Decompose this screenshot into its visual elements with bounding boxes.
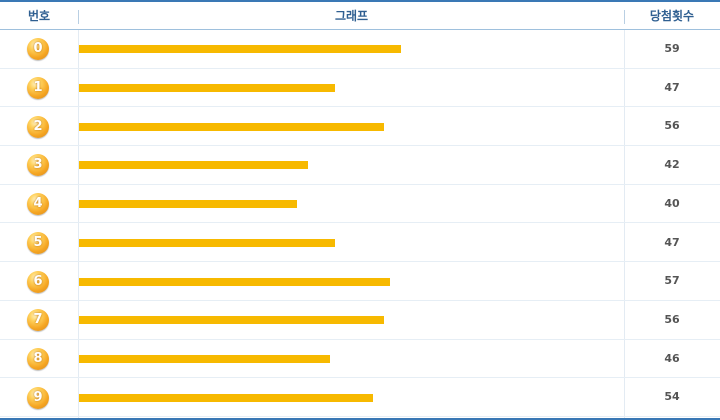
count-label: 56	[664, 119, 680, 133]
frequency-bar	[79, 354, 330, 363]
number-ball-icon: 6	[27, 270, 49, 293]
frequency-bar	[79, 122, 385, 131]
table-row: 9 54	[0, 378, 720, 417]
header-count: 당첨횟수	[649, 9, 695, 23]
header-number: 번호	[27, 9, 51, 23]
number-ball-icon: 1	[27, 77, 49, 100]
count-label: 46	[664, 351, 680, 365]
column-divider	[624, 30, 625, 420]
frequency-bar	[79, 238, 336, 247]
header-separator	[78, 10, 79, 24]
table-row: 4 40	[0, 185, 720, 224]
frequency-bar	[79, 393, 374, 402]
count-label: 42	[664, 158, 680, 172]
count-label: 47	[664, 80, 680, 94]
frequency-bar	[79, 200, 297, 209]
table-row: 0 59	[0, 30, 720, 69]
table-row: 3 42	[0, 146, 720, 185]
number-ball-icon: 4	[27, 193, 49, 216]
frequency-bar	[79, 45, 401, 54]
frequency-bar	[79, 84, 336, 93]
table-row: 7 56	[0, 301, 720, 340]
number-ball-icon: 2	[27, 115, 49, 138]
table-row: 8 46	[0, 340, 720, 379]
table-row: 5 47	[0, 224, 720, 263]
number-ball-icon: 8	[27, 347, 49, 370]
count-label: 59	[664, 42, 680, 55]
frequency-bar	[79, 277, 390, 286]
number-ball-icon: 7	[27, 309, 49, 332]
count-label: 57	[664, 274, 680, 288]
table-bottom-border	[0, 418, 720, 420]
table-row: 1 47	[0, 69, 720, 108]
count-label: 54	[664, 390, 680, 404]
frequency-bar	[79, 161, 308, 170]
table-row: 2 56	[0, 107, 720, 147]
header-separator	[624, 10, 625, 24]
header-graph: 그래프	[334, 9, 369, 23]
number-ball-icon: 9	[27, 386, 49, 409]
table-header: 번호 그래프 당첨횟수	[0, 0, 720, 30]
number-ball-icon: 5	[27, 231, 49, 254]
table-row: 6 57	[0, 262, 720, 301]
number-ball-icon: 3	[27, 154, 49, 177]
column-divider	[78, 30, 79, 420]
frequency-bar	[79, 316, 385, 325]
number-ball-icon: 0	[27, 38, 49, 61]
count-label: 56	[664, 312, 680, 326]
count-label: 47	[664, 235, 680, 249]
count-label: 40	[664, 196, 680, 210]
